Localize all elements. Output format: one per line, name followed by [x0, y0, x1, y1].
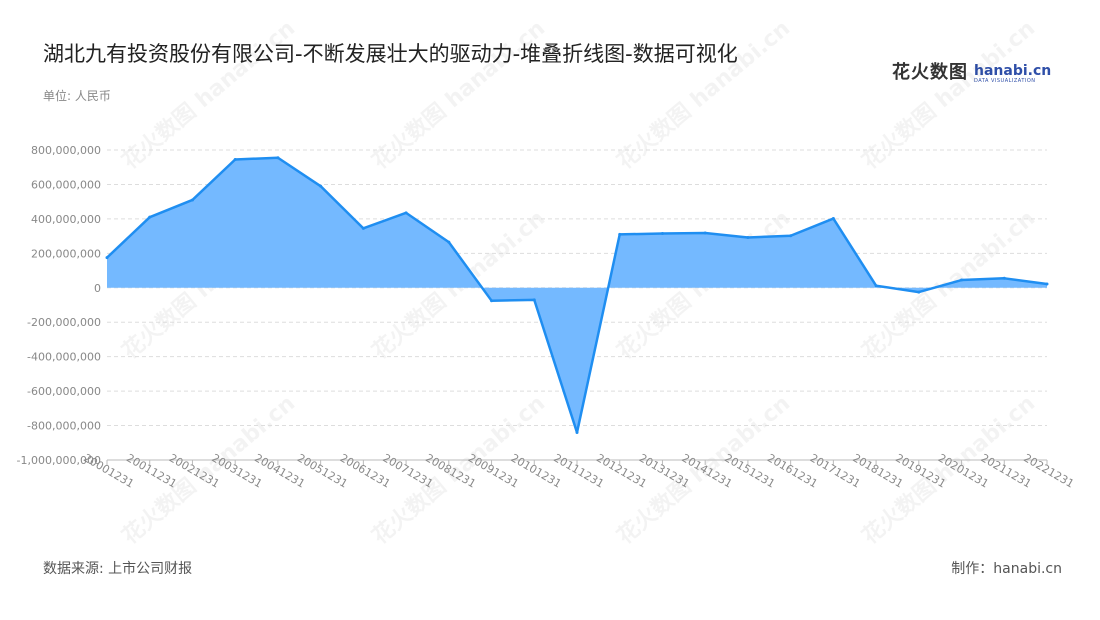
data-point: [874, 284, 878, 288]
data-point: [319, 184, 323, 188]
data-point: [276, 156, 280, 160]
data-point: [575, 430, 579, 434]
data-point: [703, 231, 707, 235]
brand-logo: 花火数图 hanabi.cn DATA VISUALIZATION: [892, 58, 1051, 84]
logo-en-block: hanabi.cn DATA VISUALIZATION: [974, 64, 1051, 84]
y-tick-label: 600,000,000: [31, 178, 101, 191]
watermark-text: 花火数图 hanabi.cn: [612, 15, 795, 174]
data-point: [746, 235, 750, 239]
watermark-text: 花火数图 hanabi.cn: [117, 15, 300, 174]
data-point: [447, 240, 451, 244]
data-point: [490, 299, 494, 303]
y-tick-label: -1,000,000,000: [17, 454, 101, 467]
y-tick-label: -400,000,000: [27, 351, 101, 364]
data-point: [660, 232, 664, 236]
line-layer: [105, 156, 1049, 434]
series-area: [107, 157, 1047, 433]
data-point: [917, 290, 921, 294]
y-tick-label: 200,000,000: [31, 247, 101, 260]
data-point: [1002, 276, 1006, 280]
watermark-text: 花火数图 hanabi.cn: [367, 15, 550, 174]
data-source: 数据来源: 上市公司财报: [43, 561, 193, 577]
y-tick-label: 400,000,000: [31, 213, 101, 226]
area-layer: [107, 157, 1047, 433]
watermark-text: 花火数图 hanabi.cn: [857, 15, 1040, 174]
data-point: [361, 226, 365, 230]
logo-cn-text: 花火数图: [892, 62, 968, 83]
data-point: [789, 234, 793, 238]
y-tick-label: 0: [94, 282, 101, 295]
chart-title: 湖北九有投资股份有限公司-不断发展壮大的驱动力-堆叠折线图-数据可视化: [43, 42, 738, 66]
data-point: [148, 215, 152, 219]
data-point: [233, 157, 237, 161]
data-point: [831, 217, 835, 221]
maker-credit: 制作：hanabi.cn: [951, 561, 1062, 577]
data-point: [960, 278, 964, 282]
logo-tagline: DATA VISUALIZATION: [974, 78, 1036, 84]
data-point: [532, 298, 536, 302]
data-point: [1045, 282, 1049, 286]
y-tick-label: -800,000,000: [27, 420, 101, 433]
data-point: [618, 232, 622, 236]
data-point: [190, 198, 194, 202]
unit-label: 单位: 人民币: [43, 89, 111, 103]
logo-en-text: hanabi.cn: [974, 63, 1052, 79]
y-tick-label: -600,000,000: [27, 385, 101, 398]
data-point: [404, 211, 408, 215]
data-point: [105, 256, 109, 260]
y-tick-label: -200,000,000: [27, 316, 101, 329]
y-tick-label: 800,000,000: [31, 144, 101, 157]
